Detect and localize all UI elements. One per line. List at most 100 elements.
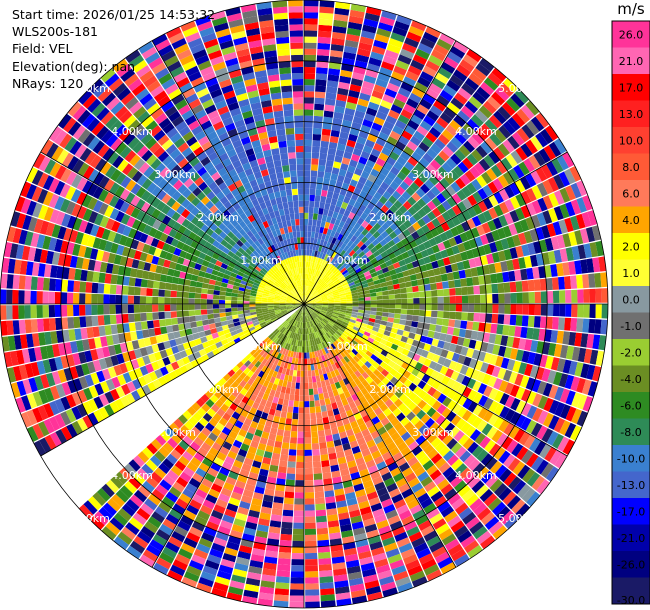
velocity-gate [339,392,346,401]
velocity-gate [354,230,362,238]
velocity-gate [360,356,368,364]
velocity-gate [426,569,442,582]
velocity-gate [534,291,542,303]
velocity-gate [571,289,578,303]
velocity-gate [338,137,348,146]
velocity-gate [393,350,402,359]
velocity-gate [515,414,527,428]
velocity-gate [467,441,479,454]
velocity-gate [323,392,330,400]
velocity-gate [455,446,467,459]
velocity-gate [512,461,526,476]
velocity-gate [428,253,437,263]
velocity-gate [450,442,463,454]
velocity-gate [336,284,343,289]
velocity-gate [461,410,473,422]
velocity-gate [310,305,316,307]
velocity-gate [299,315,302,322]
velocity-gate [304,285,306,292]
velocity-gate [491,429,503,443]
velocity-gate [287,350,292,357]
velocity-gate [389,520,403,531]
velocity-gate [0,305,7,320]
velocity-gate [404,493,417,504]
velocity-gate [333,296,340,300]
velocity-gate [392,26,408,37]
velocity-gate [536,341,545,354]
velocity-gate [356,162,366,171]
velocity-gate [570,425,582,441]
velocity-gate [526,391,537,405]
velocity-gate [520,104,535,120]
velocity-gate [415,347,424,356]
velocity-gate [336,143,346,152]
velocity-gate [444,510,458,523]
velocity-gate [298,413,304,420]
velocity-gate [540,164,553,179]
velocity-gate [297,321,301,328]
velocity-gate [243,301,250,304]
velocity-gate [491,313,499,324]
velocity-gate [309,299,316,303]
velocity-gate [318,245,323,252]
velocity-gate [342,535,355,544]
velocity-gate [319,329,324,336]
velocity-gate [110,274,118,285]
velocity-gate [358,500,370,510]
velocity-gate [340,301,347,304]
velocity-gate [436,404,447,415]
velocity-gate [322,283,328,289]
velocity-gate [464,268,472,278]
velocity-gate [430,453,443,465]
velocity-gate [322,300,329,302]
velocity-gate [206,521,219,531]
velocity-gate [448,255,457,264]
velocity-gate [431,411,441,422]
velocity-gate [339,431,348,439]
velocity-gate [365,368,373,376]
velocity-gate [359,36,374,46]
velocity-gate [358,304,365,307]
velocity-gate [353,355,360,363]
velocity-gate [307,315,310,322]
velocity-gate [305,309,309,316]
velocity-gate [442,318,450,327]
velocity-gate [291,418,298,426]
velocity-gate [152,288,159,297]
velocity-gate [462,338,471,348]
velocity-gate [459,365,469,375]
velocity-gate [493,446,506,461]
velocity-gate [474,294,481,304]
velocity-gate [463,140,475,153]
velocity-gate [385,352,394,360]
velocity-gate [6,274,14,289]
velocity-gate [373,142,384,152]
velocity-gate [333,310,340,314]
velocity-gate [521,124,535,139]
velocity-gate [345,553,359,562]
velocity-gate [545,125,559,141]
velocity-gate [319,582,334,590]
velocity-gate [400,417,410,427]
velocity-gate [337,247,344,255]
velocity-gate [365,250,373,258]
velocity-gate [309,306,316,310]
velocity-gate [382,357,391,365]
velocity-gate [410,114,423,125]
velocity-gate [537,395,549,410]
velocity-gate [243,304,250,308]
velocity-gate [425,367,434,377]
velocity-gate [313,332,318,339]
velocity-gate [422,31,439,44]
velocity-gate [526,120,540,136]
velocity-gate [382,308,389,313]
velocity-gate [374,265,382,272]
velocity-gate [468,258,477,268]
velocity-gate [218,493,230,503]
velocity-gate [324,347,329,354]
velocity-gate [363,290,370,295]
velocity-gate [314,318,320,324]
velocity-gate [307,286,311,293]
velocity-gate [355,352,363,360]
velocity-gate [377,72,391,83]
